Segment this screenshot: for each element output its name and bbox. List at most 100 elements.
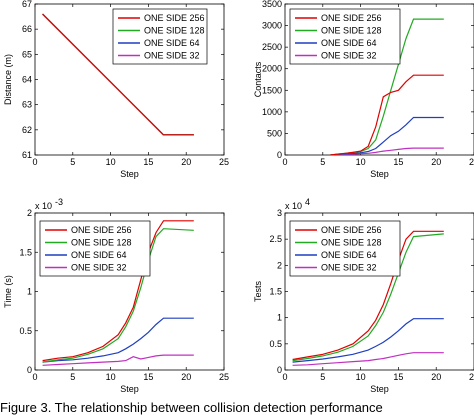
y-tick-label: 63 <box>22 100 32 110</box>
y-tick-label: 0 <box>277 150 282 160</box>
y-exponent-power: -3 <box>55 197 63 207</box>
legend-label: ONE SIDE 64 <box>144 38 200 48</box>
y-tick-label: 2 <box>27 208 32 218</box>
x-tick-label: 0 <box>282 372 287 382</box>
legend-label: ONE SIDE 64 <box>321 38 377 48</box>
x-tick-label: 15 <box>393 157 403 167</box>
x-tick-label: 5 <box>320 157 325 167</box>
legend-label: ONE SIDE 256 <box>321 13 382 23</box>
series-line-2 <box>292 233 444 362</box>
plot-area-frame <box>284 3 474 156</box>
y-tick-label: 0 <box>27 365 32 375</box>
y-tick-label: 61 <box>22 150 32 160</box>
y-axis-label: Time (s) <box>3 275 13 308</box>
x-tick-label: 10 <box>356 372 366 382</box>
legend-label: ONE SIDE 128 <box>321 26 382 36</box>
y-tick-label: 1500 <box>262 85 282 95</box>
series-line-1 <box>292 230 444 361</box>
legend-label: ONE SIDE 128 <box>71 238 132 248</box>
y-tick-label: 1000 <box>262 107 282 117</box>
y-tick-label: 1 <box>27 287 32 297</box>
series-line-2 <box>42 228 194 363</box>
x-tick-label: 0 <box>32 372 37 382</box>
y-axis-label: Contacts <box>253 61 263 97</box>
series-line-4 <box>292 352 444 366</box>
x-tick-label: 10 <box>106 372 116 382</box>
y-tick-label: 1.5 <box>269 287 282 297</box>
y-axis-label: Distance (m) <box>3 54 13 105</box>
y-tick-label: 2 <box>277 260 282 270</box>
x-tick-label: 15 <box>393 372 403 382</box>
chart-panel-4: 0 5 10 15 20 25 0 0.5 1 1.5 2 2.5 3x 104 Step Tests ONE… <box>253 197 474 394</box>
y-tick-label: 65 <box>22 49 32 59</box>
x-tick-label: 25 <box>469 157 474 167</box>
y-tick-label: 67 <box>22 0 32 9</box>
series-group <box>330 18 444 155</box>
legend: ONE SIDE 256 ONE SIDE 128 ONE SIDE 64 ONE S… <box>289 220 401 277</box>
legend-label: ONE SIDE 64 <box>321 250 377 260</box>
series-group <box>292 230 444 366</box>
legend: ONE SIDE 256 ONE SIDE 128 ONE SIDE 64 ONE S… <box>112 8 208 65</box>
figure-caption: Figure 3. The relationship between colli… <box>0 400 383 415</box>
x-tick-label: 5 <box>70 157 75 167</box>
legend-label: ONE SIDE 32 <box>71 263 127 273</box>
legend-label: ONE SIDE 256 <box>321 225 382 235</box>
x-tick-label: 25 <box>219 372 229 382</box>
series-line-3 <box>292 318 444 363</box>
y-tick-label: 2.5 <box>269 234 282 244</box>
y-tick-label: 1 <box>277 313 282 323</box>
x-tick-label: 25 <box>219 157 229 167</box>
legend-label: ONE SIDE 32 <box>321 51 377 61</box>
y-tick-label: 3000 <box>262 21 282 31</box>
y-tick-label: 66 <box>22 24 32 34</box>
legend-label: ONE SIDE 64 <box>71 250 127 260</box>
legend-label: ONE SIDE 256 <box>144 13 205 23</box>
y-tick-label: 2500 <box>262 42 282 52</box>
series-group <box>42 13 194 136</box>
series-line-1 <box>330 74 444 155</box>
series-line-1 <box>42 220 194 362</box>
y-exponent-power: 4 <box>305 197 310 207</box>
legend-label: ONE SIDE 32 <box>321 263 377 273</box>
y-axis-label: Tests <box>253 281 263 303</box>
y-tick-label: 500 <box>267 128 282 138</box>
x-axis-label: Step <box>370 169 389 179</box>
legend-label: ONE SIDE 128 <box>144 26 205 36</box>
y-tick-label: 0.5 <box>19 326 32 336</box>
y-tick-label: 64 <box>22 75 32 85</box>
x-axis-label: Step <box>370 384 389 394</box>
x-tick-label: 0 <box>282 157 287 167</box>
legend: ONE SIDE 256 ONE SIDE 128 ONE SIDE 64 ONE S… <box>39 220 151 277</box>
x-tick-label: 10 <box>106 157 116 167</box>
x-tick-label: 0 <box>32 157 37 167</box>
series-line-4 <box>42 354 194 366</box>
series-line-3 <box>42 317 194 363</box>
y-exponent-label: x 10 <box>35 201 52 211</box>
legend-label: ONE SIDE 32 <box>144 51 200 61</box>
series-group <box>42 220 194 366</box>
x-tick-label: 20 <box>181 372 191 382</box>
series-line-1 <box>42 13 194 136</box>
x-tick-label: 15 <box>143 372 153 382</box>
x-tick-label: 25 <box>469 372 474 382</box>
y-tick-label: 0 <box>277 365 282 375</box>
x-tick-label: 10 <box>356 157 366 167</box>
series-line-3 <box>330 116 444 155</box>
x-tick-label: 15 <box>143 157 153 167</box>
legend-label: ONE SIDE 128 <box>321 238 382 248</box>
y-tick-label: 1.5 <box>19 247 32 257</box>
x-tick-label: 20 <box>181 157 191 167</box>
x-tick-label: 5 <box>70 372 75 382</box>
x-axis-label: Step <box>120 169 139 179</box>
y-tick-label: 62 <box>22 125 32 135</box>
x-tick-label: 20 <box>431 157 441 167</box>
y-exponent-label: x 10 <box>285 201 302 211</box>
chart-panel-2: 0 5 10 15 20 25 0 500 1000 1500 2000 2500 3000 3500 St… <box>253 0 474 179</box>
legend-label: ONE SIDE 256 <box>71 225 132 235</box>
x-axis-label: Step <box>120 384 139 394</box>
y-tick-label: 3500 <box>262 0 282 9</box>
y-tick-label: 0.5 <box>269 339 282 349</box>
y-tick-label: 2000 <box>262 64 282 74</box>
chart-panel-1: 0 5 10 15 20 25 61 62 63 64 65 66 67 Step Distance (m)… <box>3 0 229 179</box>
